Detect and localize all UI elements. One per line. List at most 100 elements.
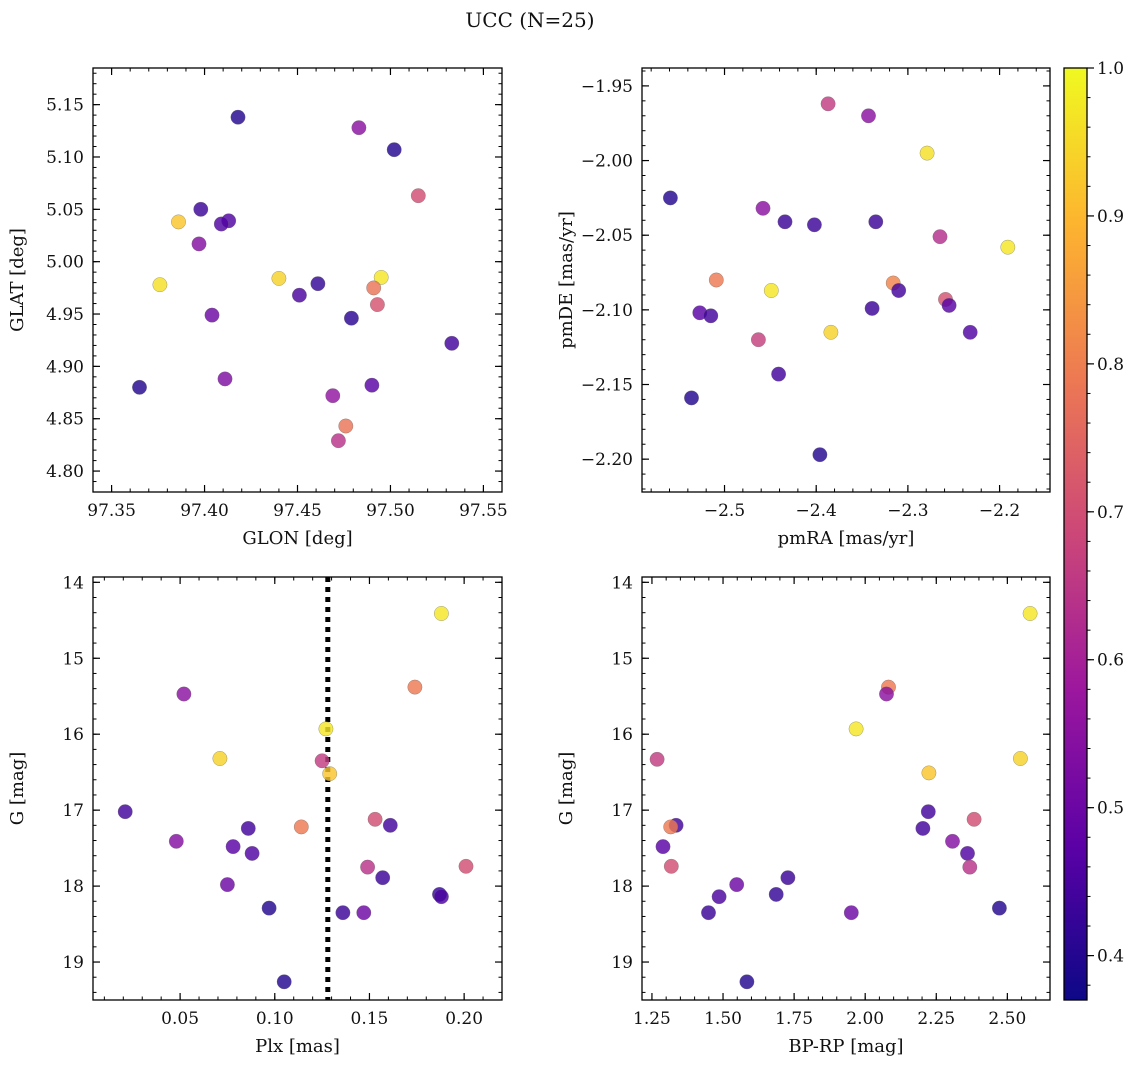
data-point xyxy=(1000,239,1016,255)
scatter-panel-4: 1.25 1.50 1.75 2.00 2.25 2.50 14 15 16 17 18 19 BP-R… xyxy=(556,573,1051,1057)
x-tick-label: 2.50 xyxy=(988,1009,1026,1029)
y-tick-label: 19 xyxy=(611,953,633,973)
y-tick-label: 5.10 xyxy=(46,148,84,168)
data-point xyxy=(318,721,334,737)
data-point xyxy=(261,900,277,916)
data-point xyxy=(373,269,389,285)
y-tick-label: −2.00 xyxy=(581,152,633,172)
data-point xyxy=(812,447,828,463)
data-point xyxy=(848,721,864,737)
x-tick-label: 97.50 xyxy=(366,501,415,521)
data-point xyxy=(191,236,207,252)
data-point xyxy=(369,297,385,313)
data-point xyxy=(230,109,246,125)
y-tick-label: −2.20 xyxy=(581,450,633,470)
data-point xyxy=(168,833,184,849)
x-tick-label: 1.75 xyxy=(775,1009,813,1029)
data-point xyxy=(701,905,716,921)
data-point xyxy=(244,845,260,861)
data-point xyxy=(271,270,287,286)
data-point xyxy=(920,804,936,820)
data-point xyxy=(868,214,884,230)
y-tick-label: 19 xyxy=(62,953,84,973)
data-point xyxy=(433,889,449,905)
data-point xyxy=(708,272,724,288)
data-point xyxy=(240,820,256,836)
colorbar-tick-label: 0.8 xyxy=(1097,355,1124,375)
data-point xyxy=(176,686,192,702)
colorbar-tick-label: 0.7 xyxy=(1097,503,1124,523)
y-tick-label: −1.95 xyxy=(581,77,633,97)
data-point xyxy=(771,366,787,382)
data-point xyxy=(310,276,326,292)
data-point xyxy=(217,371,233,387)
x-tick-label: 97.35 xyxy=(87,501,136,521)
data-point xyxy=(711,889,727,905)
data-point xyxy=(663,858,679,874)
y-tick-label: −2.05 xyxy=(581,226,633,246)
data-point xyxy=(343,310,359,326)
scatter-panel-2: −2.5 −2.4 −2.3 −2.2 −2.20 −2.15 −2.10 −2.05 −2.0… xyxy=(556,67,1051,549)
data-point xyxy=(663,819,679,835)
y-tick-label: 18 xyxy=(611,877,633,897)
data-point xyxy=(843,905,859,921)
data-point xyxy=(293,819,309,835)
data-point xyxy=(322,766,338,782)
data-point xyxy=(367,811,383,827)
data-point xyxy=(960,845,975,861)
data-point xyxy=(152,277,168,293)
data-point xyxy=(655,839,671,855)
x-tick-label: 2.25 xyxy=(917,1009,955,1029)
x-tick-label: 97.45 xyxy=(273,501,322,521)
data-point xyxy=(962,324,978,340)
x-tick-label: 97.40 xyxy=(180,501,229,521)
data-point xyxy=(780,870,796,886)
data-point xyxy=(291,287,307,303)
data-point xyxy=(729,877,745,893)
data-point xyxy=(407,679,423,695)
y-axis-label: GLAT [deg] xyxy=(7,228,28,332)
y-tick-label: 16 xyxy=(611,725,633,745)
data-point xyxy=(171,214,186,230)
y-tick-label: 5.00 xyxy=(46,253,84,273)
scatter-panel-3: 0.05 0.10 0.15 0.20 14 15 16 17 18 19 Plx [mas] G [… xyxy=(7,573,503,1057)
y-axis-label: G [mag] xyxy=(7,752,28,825)
data-point xyxy=(755,200,771,216)
data-point xyxy=(861,108,876,124)
x-axis-label: Plx [mas] xyxy=(255,1036,340,1057)
data-point xyxy=(962,859,978,875)
data-point xyxy=(433,606,449,621)
data-point xyxy=(351,120,367,136)
data-point xyxy=(132,379,147,395)
y-tick-label: 15 xyxy=(62,649,84,669)
axes-frame xyxy=(92,67,503,493)
y-tick-label: 4.85 xyxy=(46,410,84,430)
data-point xyxy=(410,188,426,204)
data-point xyxy=(212,751,228,766)
data-point xyxy=(806,217,822,233)
data-point xyxy=(338,418,354,434)
data-point xyxy=(314,753,330,769)
data-point xyxy=(458,858,474,874)
colorbar-gradient xyxy=(1063,67,1088,1001)
x-tick-label: −2.4 xyxy=(796,501,837,521)
colorbar-tick-label: 1.0 xyxy=(1097,59,1124,79)
data-point xyxy=(662,190,678,206)
data-point xyxy=(386,142,402,158)
x-tick-label: 1.50 xyxy=(704,1009,742,1029)
y-tick-label: 14 xyxy=(611,573,633,593)
data-point xyxy=(864,300,880,316)
y-tick-label: 4.95 xyxy=(46,305,84,325)
data-point xyxy=(204,307,220,323)
y-axis-label: pmDE [mas/yr] xyxy=(556,211,577,349)
x-tick-label: −2.5 xyxy=(704,501,745,521)
data-point xyxy=(991,900,1007,916)
data-point xyxy=(750,332,766,348)
y-tick-label: 17 xyxy=(611,801,633,821)
data-point xyxy=(703,308,719,324)
data-point xyxy=(360,859,376,875)
data-point xyxy=(777,214,793,230)
data-point xyxy=(356,905,372,921)
x-tick-label: 0.10 xyxy=(256,1009,294,1029)
